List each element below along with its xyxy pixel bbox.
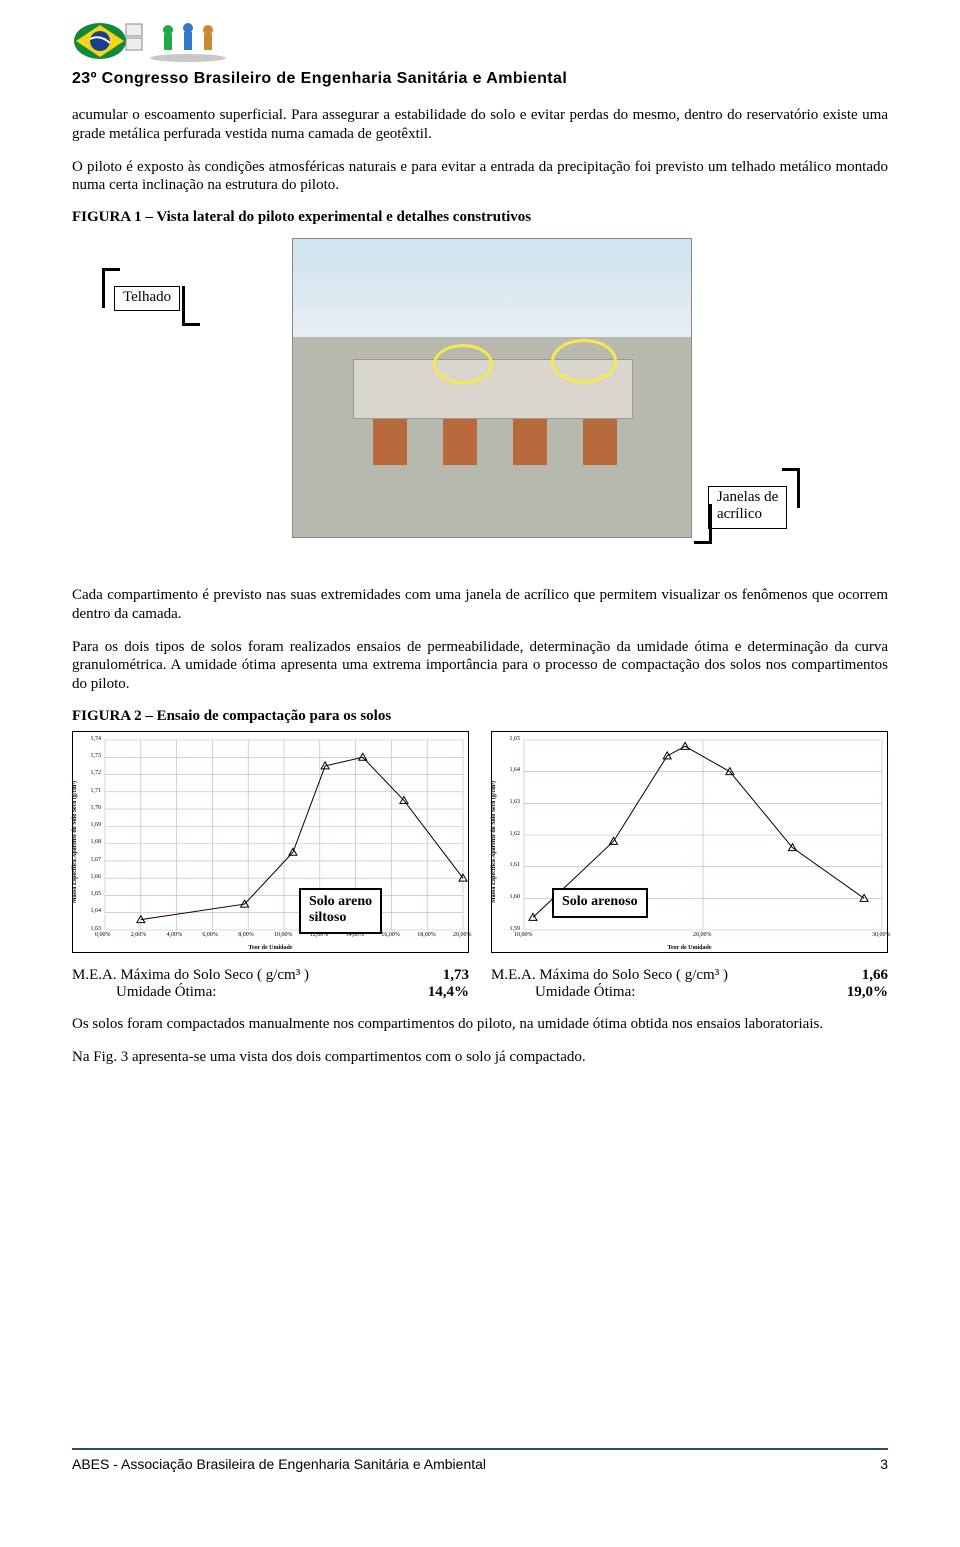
xtick: 30,00% [872,932,891,938]
res-right-r1-label: M.E.A. Máxima do Solo Seco ( g/cm³ ) [491,967,728,984]
footer-text: ABES - Associação Brasileira de Engenhar… [72,1456,486,1472]
janelas-line1: Janelas de [717,489,778,505]
paragraph-4: Para os dois tipos de solos foram realiz… [72,638,888,694]
res-left-r1-label: M.E.A. Máxima do Solo Seco ( g/cm³ ) [72,967,309,984]
logo-row [72,20,888,62]
xtick: 16,00% [381,932,400,938]
ytick: 1,73 [91,753,102,759]
xtick: 14,00% [346,932,365,938]
results-right: M.E.A. Máxima do Solo Seco ( g/cm³ ) 1,6… [491,967,888,1001]
paragraph-1: acumular o escoamento superficial. Para … [72,106,888,144]
chart-left-ylabel: Massa Específica Aparente do Solo Seco (… [72,781,78,903]
document-header: 23º Congresso Brasileiro de Engenharia S… [72,70,888,88]
ytick: 1,69 [91,822,102,828]
chart-right-ylabel: Massa Específica Aparente do Solo Seco (… [491,781,497,903]
paragraph-3: Cada compartimento é previsto nas suas e… [72,586,888,624]
res-left-r1-value: 1,73 [443,967,469,984]
paragraph-6: Na Fig. 3 apresenta-se uma vista dos doi… [72,1048,888,1067]
people-logo-icon [148,20,228,62]
chart-left-legend-l1: Solo areno [309,894,372,909]
chart-right-xlabel: Teor de Umidade [667,945,711,951]
chart-left: Massa Específica Aparente do Solo Seco (… [72,731,469,953]
footer-divider [72,1448,888,1450]
xtick: 10,00% [514,932,533,938]
page: 23º Congresso Brasileiro de Engenharia S… [0,0,960,1490]
janelas-bracket2-icon [694,504,712,544]
xtick: 20,00% [693,932,712,938]
ytick: 1,67 [91,857,102,863]
res-right-r2-label: Umidade Ótima: [491,984,635,1001]
paragraph-5: Os solos foram compactados manualmente n… [72,1015,888,1034]
xtick: 20,00% [453,932,472,938]
chart-svg [73,732,470,954]
chart-left-xlabel: Teor de Umidade [248,945,292,951]
xtick: 18,00% [417,932,436,938]
brazil-logo-icon [72,20,144,62]
chart-right: Massa Específica Aparente do Solo Seco (… [491,731,888,953]
ytick: 1,65 [510,736,521,742]
xtick: 8,00% [238,932,254,938]
results-row: M.E.A. Máxima do Solo Seco ( g/cm³ ) 1,7… [72,967,888,1001]
chart-left-legend-l2: siltoso [309,910,346,925]
paragraph-2: O piloto é exposto às condições atmosfér… [72,158,888,196]
xtick: 2,00% [131,932,147,938]
chart-left-legend: Solo areno siltoso [299,888,382,934]
figure2-title: FIGURA 2 – Ensaio de compactação para os… [72,708,888,725]
ytick: 1,71 [91,788,102,794]
xtick: 12,00% [310,932,329,938]
results-left: M.E.A. Máxima do Solo Seco ( g/cm³ ) 1,7… [72,967,469,1001]
ytick: 1,60 [510,894,521,900]
ytick: 1,62 [510,831,521,837]
ytick: 1,70 [91,805,102,811]
ytick: 1,64 [510,767,521,773]
res-left-r2-value: 14,4% [428,984,469,1001]
ytick: 1,61 [510,862,521,868]
telhado-bracket2-icon [182,286,200,326]
ytick: 1,64 [91,908,102,914]
janelas-label: Janelas de acrílico [708,486,787,529]
chart-right-legend: Solo arenoso [552,888,648,918]
figure1-title: FIGURA 1 – Vista lateral do piloto exper… [72,209,888,226]
res-right-r1-value: 1,66 [862,967,888,984]
ytick: 1,68 [91,839,102,845]
telhado-label: Telhado [114,286,180,311]
charts-row: Massa Específica Aparente do Solo Seco (… [72,731,888,953]
res-left-r2-label: Umidade Ótima: [72,984,216,1001]
chart-svg [492,732,889,954]
chart-right-legend-l1: Solo arenoso [562,894,638,909]
janelas-line2: acrílico [717,506,762,522]
xtick: 4,00% [167,932,183,938]
figure1-photo [292,238,692,538]
xtick: 6,00% [202,932,218,938]
ytick: 1,74 [91,736,102,742]
footer-page-number: 3 [880,1456,888,1472]
ytick: 1,72 [91,770,102,776]
xtick: 10,00% [274,932,293,938]
ytick: 1,66 [91,874,102,880]
ytick: 1,63 [510,799,521,805]
xtick: 0,00% [95,932,111,938]
res-right-r2-value: 19,0% [847,984,888,1001]
figure1-wrap: Telhado Janelas de acrílico [72,232,888,572]
ytick: 1,65 [91,891,102,897]
